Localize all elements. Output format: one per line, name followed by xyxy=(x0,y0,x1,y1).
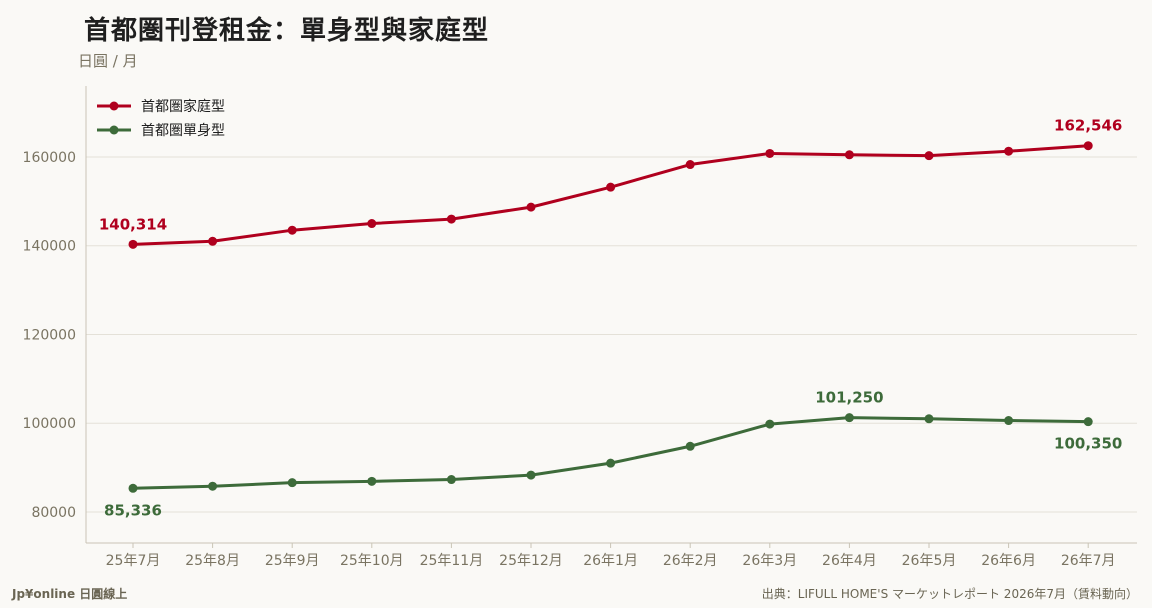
y-tick-label: 120000 xyxy=(23,327,76,343)
source-note: 出典：LIFULL HOME'S マーケットレポート 2026年7月（賃料動向） xyxy=(761,587,1138,601)
legend-label: 首都圏家庭型 xyxy=(141,98,225,115)
legend-swatch-marker xyxy=(109,125,119,135)
y-tick-label: 100000 xyxy=(23,416,76,432)
data-point xyxy=(685,441,695,451)
data-point xyxy=(367,219,377,229)
data-label: 85,336 xyxy=(104,501,162,519)
data-point xyxy=(685,160,695,170)
data-point xyxy=(446,214,456,224)
data-point xyxy=(1004,416,1014,426)
x-tick-label: 25年12月 xyxy=(499,553,563,569)
data-point xyxy=(367,476,377,486)
x-tick-label: 25年10月 xyxy=(340,553,404,569)
data-point xyxy=(128,239,138,249)
data-label: 101,250 xyxy=(815,389,883,407)
data-point xyxy=(526,202,536,212)
y-tick-label: 80000 xyxy=(31,505,76,521)
x-tick-label: 25年8月 xyxy=(185,553,240,569)
data-point xyxy=(1004,146,1014,156)
x-tick-label: 26年3月 xyxy=(742,553,797,569)
data-point xyxy=(924,414,934,424)
data-point xyxy=(765,419,775,429)
x-tick-label: 26年2月 xyxy=(663,553,718,569)
x-tick-label: 26年5月 xyxy=(902,553,957,569)
chart-title: 首都圏刊登租金：單身型與家庭型 xyxy=(84,16,490,46)
legend-swatch-marker xyxy=(109,101,119,111)
y-tick-label: 160000 xyxy=(23,150,76,166)
data-point xyxy=(1083,417,1093,427)
data-label: 100,350 xyxy=(1054,435,1122,453)
data-point xyxy=(446,475,456,485)
x-tick-label: 26年6月 xyxy=(981,553,1036,569)
series-line-1 xyxy=(132,416,1089,490)
x-tick-label: 26年1月 xyxy=(583,553,638,569)
data-point xyxy=(844,413,854,423)
data-point xyxy=(844,150,854,160)
y-tick-label: 140000 xyxy=(23,239,76,255)
x-tick-label: 26年4月 xyxy=(822,553,877,569)
data-point xyxy=(606,182,616,192)
data-label: 140,314 xyxy=(99,215,167,233)
data-point xyxy=(526,470,536,480)
data-point xyxy=(924,151,934,161)
x-tick-label: 25年11月 xyxy=(420,553,484,569)
data-point xyxy=(287,478,297,488)
unit-label: 日圓 / 月 xyxy=(78,52,138,70)
x-tick-label: 26年7月 xyxy=(1061,553,1116,569)
data-point xyxy=(606,458,616,468)
data-point xyxy=(287,225,297,235)
data-point xyxy=(128,483,138,493)
data-label: 162,546 xyxy=(1054,117,1122,135)
data-point xyxy=(765,148,775,158)
legend-label: 首都圏單身型 xyxy=(141,123,225,139)
data-point xyxy=(208,481,218,491)
data-point xyxy=(1083,141,1093,151)
brand-label: Jp¥online 日圓線上 xyxy=(12,587,128,601)
series-line-0 xyxy=(132,144,1089,246)
x-tick-label: 25年7月 xyxy=(106,553,161,569)
x-tick-label: 25年9月 xyxy=(265,553,320,569)
data-point xyxy=(208,236,218,246)
